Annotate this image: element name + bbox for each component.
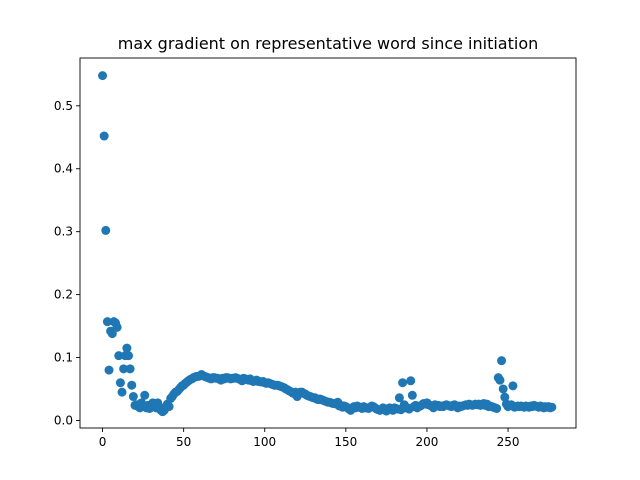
data-point — [117, 387, 127, 397]
x-tick-label: 0 — [99, 435, 107, 449]
data-point — [102, 317, 112, 327]
data-points — [98, 71, 557, 417]
x-tick-label: 200 — [415, 435, 438, 449]
data-point — [112, 322, 122, 332]
data-point — [107, 329, 117, 339]
data-point — [164, 402, 174, 412]
data-point — [508, 381, 518, 391]
y-tick-label: 0.4 — [54, 162, 73, 176]
data-point — [140, 390, 150, 400]
y-tick-label: 0.3 — [54, 225, 73, 239]
data-point — [495, 375, 505, 385]
y-tick-label: 0.5 — [54, 99, 73, 113]
x-axis: 0 50 100 150 200 250 — [99, 428, 520, 449]
chart-title: max gradient on representative word sinc… — [118, 34, 539, 53]
data-point — [125, 364, 135, 374]
data-point — [99, 131, 109, 141]
plot-frame — [79, 57, 577, 429]
data-point — [119, 364, 129, 374]
y-tick-label: 0.0 — [54, 413, 73, 427]
data-point — [115, 378, 125, 388]
data-point — [492, 403, 502, 413]
data-point — [98, 71, 108, 81]
data-point — [394, 393, 404, 403]
data-point — [122, 343, 132, 353]
x-tick-label: 150 — [334, 435, 357, 449]
x-tick-label: 250 — [497, 435, 520, 449]
data-point — [398, 378, 408, 388]
data-point — [497, 356, 507, 366]
y-tick-label: 0.2 — [54, 288, 73, 302]
data-point — [407, 390, 417, 400]
x-tick-label: 50 — [176, 435, 191, 449]
data-point — [114, 351, 124, 361]
data-point — [127, 380, 137, 390]
data-point — [500, 392, 510, 402]
data-point — [124, 351, 133, 361]
data-point — [406, 376, 416, 386]
y-axis: 0.0 0.1 0.2 0.3 0.4 0.5 — [54, 99, 80, 427]
data-point — [498, 384, 508, 394]
x-tick-label: 100 — [253, 435, 276, 449]
data-point — [104, 365, 114, 375]
data-point — [547, 402, 557, 412]
data-point — [101, 225, 111, 235]
y-tick-label: 0.1 — [54, 351, 73, 365]
data-point — [128, 392, 138, 402]
